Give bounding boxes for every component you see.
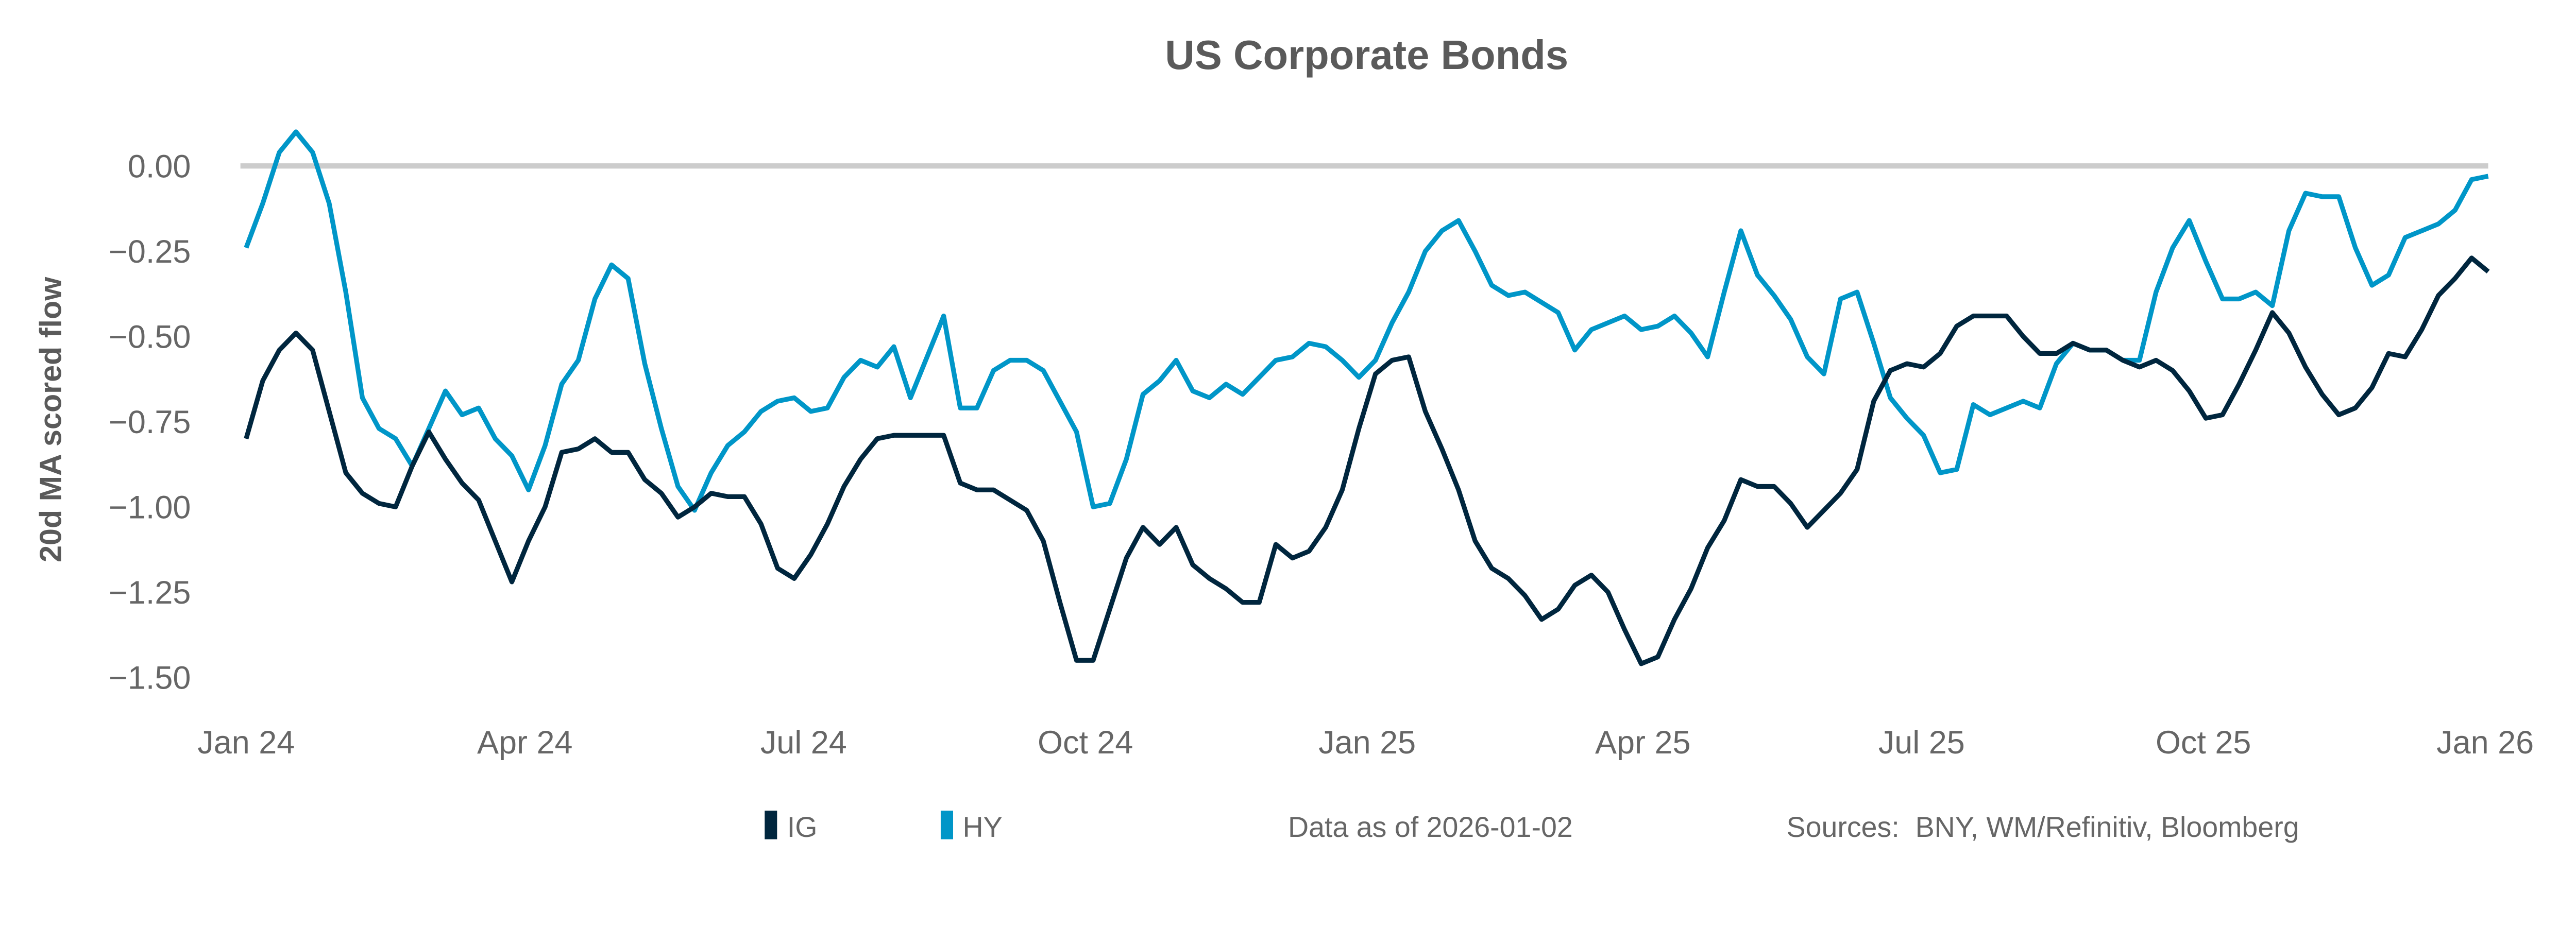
legend-label-hy: HY	[963, 811, 1003, 843]
y-tick-label: −0.25	[109, 234, 191, 270]
x-tick-label: Jan 24	[197, 725, 295, 761]
x-tick-label: Jul 24	[760, 725, 847, 761]
legend: IG HY	[765, 811, 1003, 843]
y-tick-label: −1.50	[109, 660, 191, 696]
y-tick-label: 0.00	[128, 148, 191, 184]
sources-note: Sources: BNY, WM/Refinitiv, Bloomberg	[1787, 811, 2299, 843]
y-axis-label: 20d MA scored flow	[33, 277, 68, 562]
x-tick-label: Jan 25	[1318, 725, 1416, 761]
legend-swatch-ig	[765, 811, 777, 839]
x-tick-label: Apr 25	[1595, 725, 1690, 761]
y-tick-label: −1.00	[109, 489, 191, 525]
line-chart: US Corporate Bonds 20d MA scored flow 0.…	[33, 32, 2534, 843]
series-line-hy	[244, 129, 2489, 513]
legend-label-ig: IG	[787, 811, 818, 843]
x-tick-label: Oct 25	[2156, 725, 2251, 761]
y-tick-label: −1.25	[109, 575, 191, 611]
x-tick-label: Oct 24	[1038, 725, 1133, 761]
y-tick-label: −0.75	[109, 404, 191, 440]
series-lines	[244, 129, 2490, 666]
legend-swatch-hy	[940, 811, 953, 839]
y-axis-ticks: 0.00 −0.25 −0.50 −0.75 −1.00 −1.25 −1.50	[109, 148, 191, 696]
y-tick-label: −0.50	[109, 319, 191, 355]
data-as-of-note: Data as of 2026-01-02	[1288, 811, 1573, 843]
x-axis-ticks: Jan 24 Apr 24 Jul 24 Oct 24 Jan 25 Apr 25 Jul …	[197, 725, 2534, 761]
series-line-ig	[244, 255, 2490, 666]
x-tick-label: Jan 26	[2436, 725, 2534, 761]
x-tick-label: Apr 24	[477, 725, 572, 761]
x-tick-label: Jul 25	[1878, 725, 1965, 761]
chart-title: US Corporate Bonds	[1165, 32, 1568, 78]
